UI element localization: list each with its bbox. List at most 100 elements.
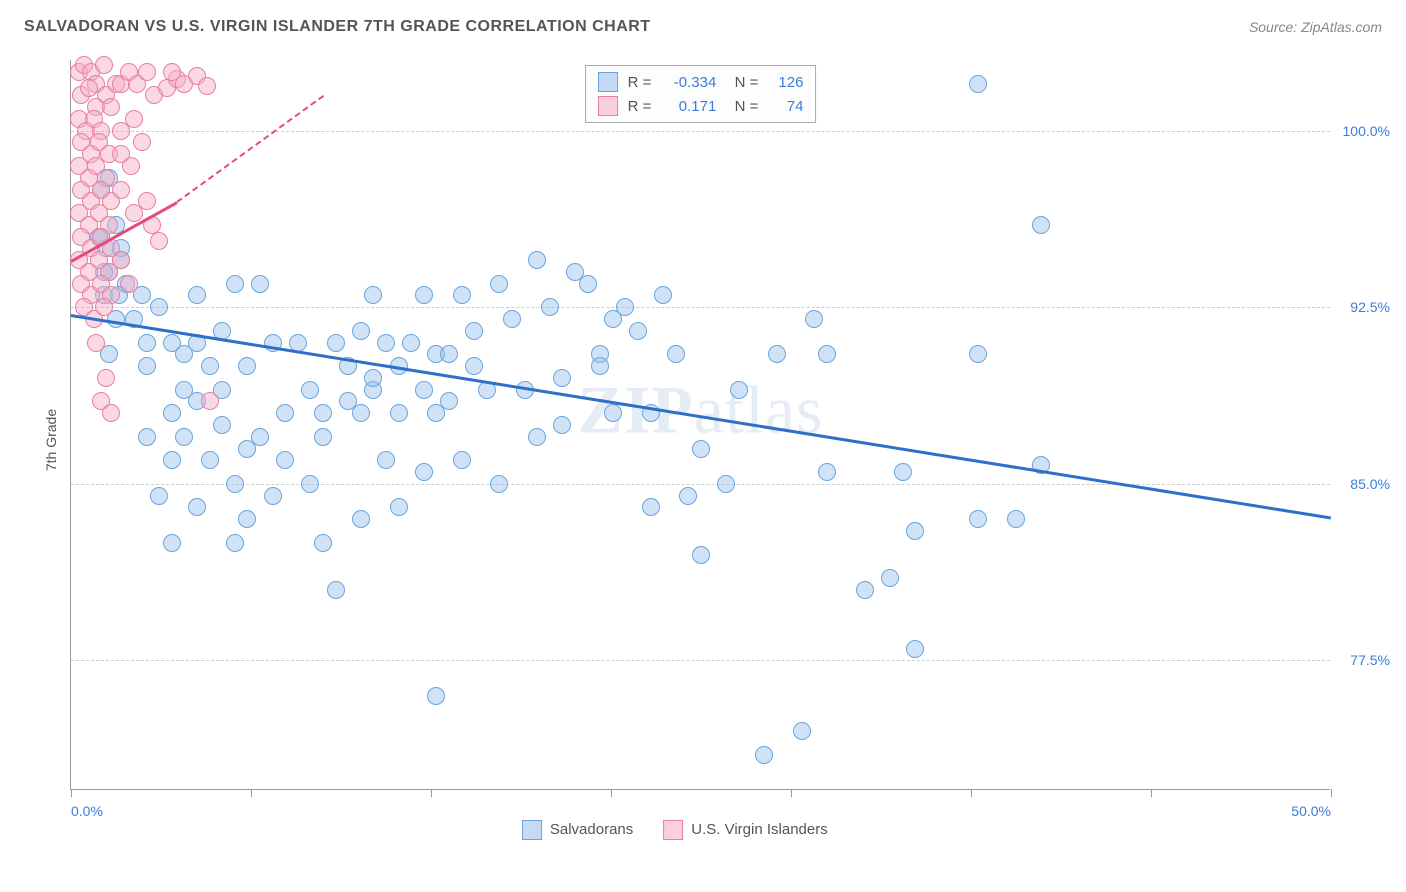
- legend-label: Salvadorans: [550, 821, 633, 838]
- y-axis-title: 7th Grade: [43, 409, 59, 471]
- gridline-h: [71, 307, 1330, 308]
- scatter-point: [226, 275, 244, 293]
- scatter-point: [490, 475, 508, 493]
- scatter-point: [604, 310, 622, 328]
- scatter-point: [465, 357, 483, 375]
- scatter-point: [906, 640, 924, 658]
- trend-line: [176, 96, 323, 204]
- x-tick: [251, 789, 252, 797]
- x-tick: [611, 789, 612, 797]
- legend-item: Salvadorans: [522, 820, 633, 840]
- scatter-point: [906, 522, 924, 540]
- scatter-point: [528, 251, 546, 269]
- scatter-point: [730, 381, 748, 399]
- scatter-point: [818, 345, 836, 363]
- y-tick-label: 85.0%: [1350, 476, 1390, 492]
- x-tick-label: 50.0%: [1291, 803, 1331, 819]
- scatter-point: [364, 286, 382, 304]
- scatter-point: [352, 510, 370, 528]
- source-attribution: Source: ZipAtlas.com: [1249, 19, 1382, 35]
- r-value: 0.171: [661, 98, 716, 115]
- scatter-point: [1032, 216, 1050, 234]
- scatter-point: [112, 181, 130, 199]
- scatter-point: [440, 345, 458, 363]
- scatter-point: [201, 357, 219, 375]
- scatter-point: [201, 392, 219, 410]
- r-value: -0.334: [661, 74, 716, 91]
- scatter-point: [102, 98, 120, 116]
- scatter-point: [642, 498, 660, 516]
- scatter-point: [415, 381, 433, 399]
- scatter-point: [717, 475, 735, 493]
- legend-swatch: [598, 72, 618, 92]
- scatter-point: [226, 534, 244, 552]
- scatter-point: [163, 451, 181, 469]
- x-tick: [1151, 789, 1152, 797]
- scatter-point: [881, 569, 899, 587]
- scatter-point: [553, 416, 571, 434]
- scatter-point: [112, 251, 130, 269]
- scatter-point: [213, 416, 231, 434]
- scatter-point: [427, 687, 445, 705]
- scatter-point: [150, 487, 168, 505]
- scatter-point: [138, 428, 156, 446]
- scatter-point: [402, 334, 420, 352]
- x-tick: [1331, 789, 1332, 797]
- scatter-point: [314, 428, 332, 446]
- scatter-point: [276, 404, 294, 422]
- scatter-point: [264, 487, 282, 505]
- scatter-point: [87, 334, 105, 352]
- scatter-point: [679, 487, 697, 505]
- scatter-point: [692, 546, 710, 564]
- scatter-point: [352, 404, 370, 422]
- chart-title: SALVADORAN VS U.S. VIRGIN ISLANDER 7TH G…: [24, 18, 651, 36]
- scatter-point: [125, 110, 143, 128]
- scatter-point: [238, 357, 256, 375]
- gridline-h: [71, 131, 1330, 132]
- scatter-point: [97, 369, 115, 387]
- scatter-point: [805, 310, 823, 328]
- x-tick: [431, 789, 432, 797]
- scatter-point: [327, 581, 345, 599]
- scatter-point: [453, 451, 471, 469]
- scatter-point: [276, 451, 294, 469]
- scatter-point: [453, 286, 471, 304]
- scatter-point: [415, 286, 433, 304]
- scatter-point: [122, 157, 140, 175]
- scatter-point: [150, 232, 168, 250]
- scatter-point: [138, 334, 156, 352]
- scatter-point: [80, 79, 98, 97]
- legend-item: U.S. Virgin Islanders: [663, 820, 827, 840]
- legend-swatch: [598, 96, 618, 116]
- scatter-point: [440, 392, 458, 410]
- scatter-point: [95, 56, 113, 74]
- n-label: N =: [726, 74, 758, 91]
- x-tick: [791, 789, 792, 797]
- scatter-point: [301, 381, 319, 399]
- stats-row: R = -0.334 N = 126: [598, 70, 804, 94]
- scatter-point: [198, 77, 216, 95]
- scatter-point: [793, 722, 811, 740]
- scatter-point: [755, 746, 773, 764]
- r-label: R =: [628, 98, 652, 115]
- r-label: R =: [628, 74, 652, 91]
- x-tick-label: 0.0%: [71, 803, 103, 819]
- legend-swatch: [522, 820, 542, 840]
- scatter-point: [301, 475, 319, 493]
- trend-line: [71, 314, 1331, 519]
- scatter-point: [133, 133, 151, 151]
- scatter-point: [768, 345, 786, 363]
- n-value: 126: [768, 74, 803, 91]
- x-tick: [971, 789, 972, 797]
- scatter-point: [818, 463, 836, 481]
- scatter-point: [314, 534, 332, 552]
- scatter-point: [138, 63, 156, 81]
- scatter-point: [377, 334, 395, 352]
- scatter-point: [138, 192, 156, 210]
- scatter-point: [238, 510, 256, 528]
- scatter-point: [528, 428, 546, 446]
- scatter-point: [102, 404, 120, 422]
- scatter-point: [138, 357, 156, 375]
- scatter-point: [503, 310, 521, 328]
- scatter-point: [490, 275, 508, 293]
